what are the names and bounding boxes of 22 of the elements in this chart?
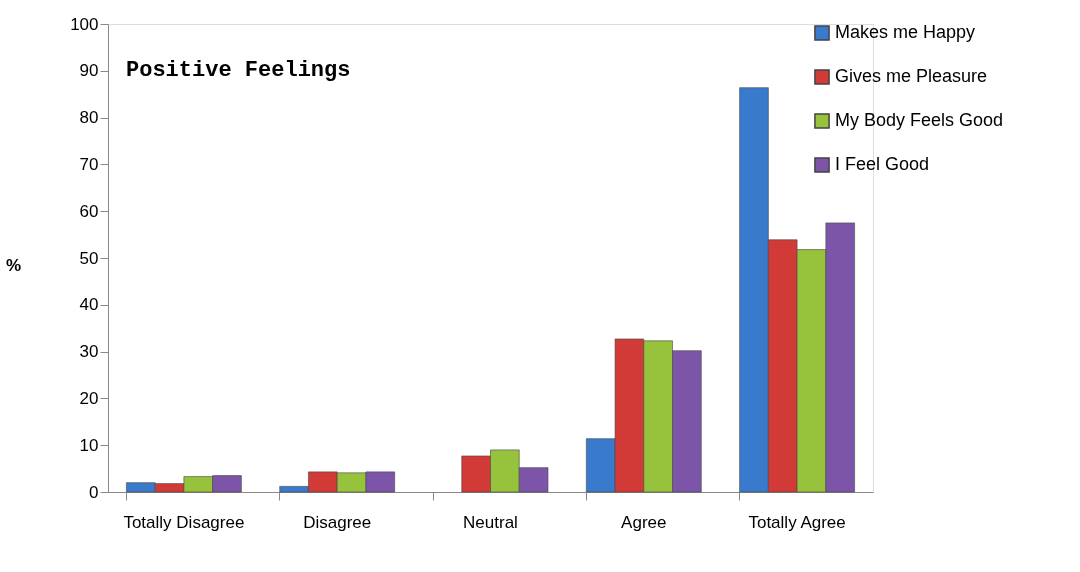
y-tick-label: 90	[79, 61, 99, 81]
x-tick-label: Totally Agree	[748, 512, 846, 532]
text: Positive Feelings	[126, 58, 351, 83]
y-tick-label: 60	[79, 201, 99, 221]
y-tick-label: 10	[79, 435, 99, 455]
legend-label: My Body Feels Good	[835, 110, 1004, 130]
y-tick-label: 50	[79, 248, 99, 268]
legend-label: Gives me Pleasure	[835, 66, 988, 86]
x-tick-label: Totally Disagree	[123, 512, 245, 532]
y-tick-label: 70	[79, 154, 99, 174]
x-tick-label: Disagree	[303, 512, 372, 532]
y-tick-label: 40	[79, 295, 99, 315]
legend-label: I Feel Good	[835, 154, 930, 174]
y-tick-label: 30	[79, 342, 99, 362]
legend-label: Makes me Happy	[835, 22, 976, 42]
y-tick-label: 100	[70, 14, 99, 34]
y-axis-title: %	[5, 255, 22, 275]
y-tick-label: 80	[79, 108, 99, 128]
y-tick-label: 20	[79, 388, 99, 408]
y-tick-label: 0	[89, 482, 99, 502]
x-tick-label: Neutral	[463, 512, 518, 532]
x-tick-label: Agree	[621, 512, 667, 532]
